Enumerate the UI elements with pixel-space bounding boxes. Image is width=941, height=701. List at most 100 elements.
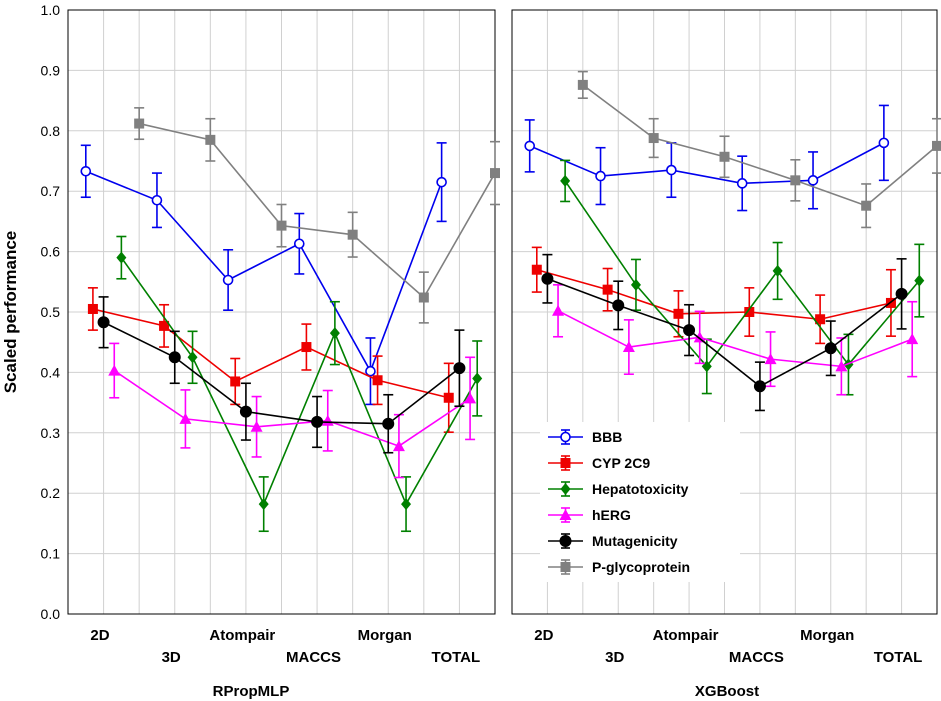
point-herg-morgan	[392, 440, 405, 452]
point-bbb-maccs	[736, 178, 748, 189]
point-bbb-maccs	[293, 238, 305, 250]
point-hepatotoxicity-maccs	[329, 327, 340, 340]
line-bbb	[85, 170, 443, 374]
point-p-glycoprotein-total	[932, 140, 941, 151]
y-tick-label: 0.8	[41, 123, 61, 139]
series-rpropmlp	[80, 107, 500, 533]
legend-marker	[560, 562, 571, 572]
legend-marker	[559, 509, 572, 520]
point-p-glycoprotein-2d	[134, 118, 145, 129]
line-hepatotoxicity	[564, 180, 920, 368]
line-cyp-2c9	[536, 268, 892, 321]
point-bbb-atompair	[222, 274, 234, 286]
series-herg-rpropmlp	[108, 342, 477, 479]
line-bbb	[529, 142, 885, 185]
series-bbb-xgboost	[524, 104, 890, 212]
point-p-glycoprotein-2d	[577, 79, 588, 90]
series-bbb-rpropmlp	[80, 142, 447, 406]
point-herg-maccs	[321, 414, 334, 426]
panel-title-xgboost: XGBoost	[695, 683, 759, 700]
y-tick-label: 0.0	[41, 606, 61, 622]
point-bbb-2d	[80, 165, 92, 177]
point-herg-total	[906, 333, 919, 345]
panel-rpropmlp: 0.0 0.1 0.2 0.3 0.4 0.5 0.6 0.7 0.8 0.9 1.0 2D 3D At…	[41, 2, 500, 700]
series-mutagenicity-rpropmlp	[97, 296, 466, 454]
category-label-atompair: Atompair	[653, 627, 719, 644]
line-p-glycoprotein	[582, 84, 938, 207]
point-herg-atompair	[693, 331, 706, 343]
point-mutagenicity-morgan	[382, 417, 395, 430]
point-herg-3d	[179, 412, 192, 424]
plot-frame-rpropmlp	[67, 9, 496, 615]
plot-frame-xgboost	[511, 9, 938, 615]
point-cyp-2c9-atompair	[673, 308, 684, 319]
point-bbb-total	[878, 137, 890, 149]
point-mutagenicity-morgan	[824, 342, 837, 355]
point-cyp-2c9-maccs	[744, 307, 755, 317]
point-hepatotoxicity-2d	[560, 174, 571, 187]
y-tick-label: 0.5	[41, 304, 61, 320]
point-bbb-2d	[524, 140, 536, 152]
line-mutagenicity	[103, 321, 460, 425]
point-bbb-morgan	[365, 365, 376, 377]
panel-xgboost: 2D 3D Atompair MACCS Morgan TOTAL XGBoost	[511, 9, 941, 700]
category-label-morgan: Morgan	[800, 627, 854, 644]
legend-marker	[560, 483, 571, 495]
series-mutagenicity-xgboost	[541, 253, 908, 412]
point-hepatotoxicity-total	[914, 274, 925, 287]
point-mutagenicity-maccs	[753, 380, 766, 393]
point-p-glycoprotein-atompair	[276, 220, 287, 231]
legend-item-hepatotoxicity: Hepatotoxicity	[548, 481, 689, 497]
line-mutagenicity	[547, 278, 903, 388]
point-cyp-2c9-maccs	[301, 342, 312, 353]
point-p-glycoprotein-total	[490, 168, 500, 179]
category-label-maccs: MACCS	[729, 649, 784, 666]
point-cyp-2c9-total	[443, 392, 454, 403]
point-mutagenicity-total	[895, 287, 908, 300]
point-p-glycoprotein-morgan	[418, 292, 429, 303]
legend-label: Hepatotoxicity	[592, 481, 689, 497]
point-hepatotoxicity-morgan	[843, 358, 854, 371]
category-label-3d: 3D	[605, 649, 624, 666]
point-bbb-3d	[595, 170, 606, 182]
y-tick-label: 0.7	[41, 183, 61, 199]
category-labels-rpropmlp: 2D 3D Atompair MACCS Morgan TOTAL	[90, 627, 480, 666]
legend-item-bbb: BBB	[548, 429, 622, 445]
point-hepatotoxicity-morgan	[401, 498, 412, 511]
point-hepatotoxicity-atompair	[258, 498, 269, 511]
point-p-glycoprotein-maccs	[790, 175, 801, 186]
point-hepatotoxicity-total	[472, 372, 483, 385]
point-cyp-2c9-2d	[531, 264, 542, 275]
point-mutagenicity-3d	[612, 299, 625, 312]
line-herg	[557, 310, 913, 368]
point-mutagenicity-maccs	[311, 415, 324, 428]
point-herg-morgan	[835, 360, 848, 372]
point-bbb-morgan	[807, 175, 819, 186]
point-p-glycoprotein-maccs	[347, 229, 358, 240]
series-p-glycoprotein-rpropmlp	[134, 107, 500, 324]
point-cyp-2c9-3d	[159, 320, 170, 331]
category-label-morgan: Morgan	[358, 627, 412, 644]
legend-label: CYP 2C9	[592, 455, 650, 471]
legend-label: Mutagenicity	[592, 533, 678, 549]
y-tick-label: 0.3	[41, 425, 61, 441]
category-label-total: TOTAL	[874, 649, 923, 666]
series-cyp-2c9-xgboost	[531, 246, 896, 345]
point-cyp-2c9-atompair	[230, 376, 241, 387]
series-xgboost	[524, 70, 941, 412]
point-hepatotoxicity-3d	[630, 278, 641, 291]
legend-item-p-glycoprotein: P-glycoprotein	[548, 559, 690, 575]
category-label-maccs: MACCS	[286, 649, 341, 666]
point-cyp-2c9-2d	[87, 303, 98, 314]
category-label-2d: 2D	[90, 627, 109, 644]
legend-label: hERG	[592, 507, 631, 523]
point-cyp-2c9-3d	[602, 284, 613, 295]
legend-item-cyp-2c9: CYP 2C9	[548, 455, 650, 471]
point-p-glycoprotein-atompair	[719, 151, 730, 162]
series-hepatotoxicity-xgboost	[560, 159, 925, 396]
point-bbb-total	[436, 176, 447, 188]
point-bbb-atompair	[666, 164, 677, 176]
y-tick-label: 0.1	[41, 546, 61, 562]
grid-rpropmlp	[68, 9, 495, 615]
point-mutagenicity-3d	[168, 351, 181, 364]
